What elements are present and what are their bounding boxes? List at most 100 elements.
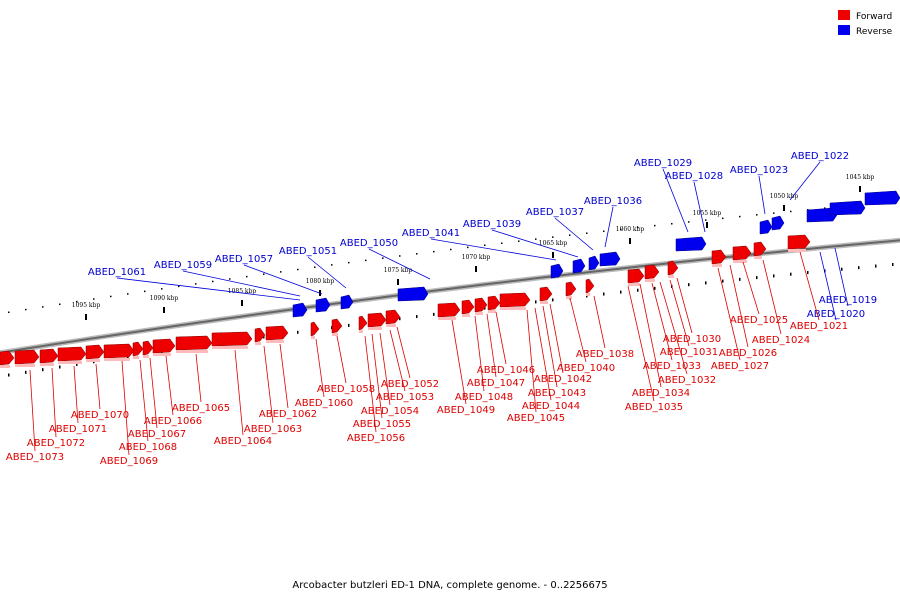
lower-tick — [756, 276, 758, 280]
forward-gene-label-abed_1025: ABED_1025 — [730, 315, 788, 326]
forward-gene-label-abed_1068: ABED_1068 — [119, 442, 177, 453]
gene-shadow — [104, 358, 130, 361]
scale-label: 1095 kbp — [72, 302, 101, 309]
reverse-leader-line — [604, 206, 614, 248]
minor-tick — [212, 280, 214, 283]
gene-shadow — [255, 342, 261, 345]
minor-tick — [518, 240, 520, 242]
minor-tick — [348, 261, 350, 264]
forward-gene-arrow — [57, 346, 87, 362]
lower-tick — [399, 317, 401, 321]
forward-gene-label-abed_1040: ABED_1040 — [557, 363, 615, 374]
forward-leader-line — [717, 267, 741, 361]
minor-tick — [195, 283, 197, 285]
reverse-leader-line — [243, 264, 323, 295]
minor-tick — [331, 264, 333, 266]
minor-tick — [790, 210, 792, 213]
gene-shadow — [733, 260, 747, 263]
forward-gene-label-abed_1024: ABED_1024 — [752, 335, 810, 346]
minor-tick — [280, 271, 282, 273]
major-tick — [783, 205, 785, 211]
forward-gene-label-abed_1045: ABED_1045 — [507, 413, 565, 424]
gene-shadow — [40, 363, 54, 366]
lower-tick — [637, 288, 639, 292]
minor-tick — [127, 293, 129, 295]
forward-leader-line — [762, 259, 782, 335]
forward-gene-label-abed_1052: ABED_1052 — [381, 379, 439, 390]
forward-leader-line — [593, 295, 606, 349]
forward-gene-label-abed_1055: ABED_1055 — [353, 419, 411, 430]
minor-tick — [25, 308, 27, 311]
forward-gene-arrow — [132, 341, 144, 357]
minor-tick — [365, 259, 367, 262]
reverse-leader-line — [182, 270, 301, 297]
minor-tick — [246, 275, 248, 278]
gene-shadow — [645, 279, 655, 282]
major-tick — [859, 186, 861, 192]
minor-tick — [144, 290, 146, 293]
gene-shadow — [438, 317, 456, 320]
reverse-gene-arrow — [397, 286, 429, 302]
forward-gene-arrow — [711, 249, 727, 265]
major-tick — [552, 252, 554, 258]
gene-shadow — [712, 264, 722, 267]
forward-gene-arrow — [565, 281, 577, 297]
reverse-gene-arrow — [675, 236, 707, 252]
forward-leader-line — [389, 329, 406, 392]
minor-tick — [688, 221, 690, 223]
forward-gene-arrow — [437, 302, 461, 318]
major-tick — [85, 314, 87, 320]
scale-label: 1060 kbp — [616, 226, 645, 233]
forward-gene-label-abed_1071: ABED_1071 — [49, 424, 107, 435]
forward-gene-arrow — [358, 315, 368, 331]
lower-tick — [76, 362, 78, 366]
minor-tick — [314, 266, 316, 268]
forward-gene-arrow — [753, 241, 767, 257]
gene-shadow — [754, 256, 762, 259]
reverse-gene-arrow — [864, 190, 900, 206]
forward-leader-line — [639, 283, 662, 388]
reverse-gene-label-abed_1029: ABED_1029 — [634, 158, 692, 169]
forward-gene-arrow — [39, 348, 59, 364]
lower-tick — [807, 271, 809, 275]
reverse-leader-line — [834, 247, 849, 307]
forward-leader-line — [95, 363, 101, 410]
forward-gene-arrow — [487, 295, 501, 311]
forward-gene-arrow — [0, 350, 15, 366]
forward-leader-line — [263, 345, 274, 424]
forward-leader-line — [371, 333, 383, 419]
reverse-gene-label-abed_1059: ABED_1059 — [154, 260, 212, 271]
minor-tick — [620, 228, 622, 231]
reverse-leader-line — [430, 238, 557, 261]
minor-tick — [501, 242, 503, 244]
lower-tick — [603, 292, 605, 296]
scale-label: 1080 kbp — [306, 278, 335, 285]
forward-gene-label-abed_1070: ABED_1070 — [71, 410, 129, 421]
lower-tick — [263, 335, 265, 339]
forward-leader-line — [651, 282, 673, 361]
gene-shadow — [153, 353, 171, 356]
gene-shadow — [176, 350, 208, 353]
forward-leader-line — [29, 369, 36, 452]
forward-leader-line — [73, 365, 79, 424]
lower-tick — [841, 267, 843, 271]
forward-gene-label-abed_1072: ABED_1072 — [27, 438, 85, 449]
minor-tick — [450, 248, 452, 251]
forward-leader-line — [549, 303, 564, 374]
gene-shadow — [462, 314, 470, 317]
forward-gene-arrow — [787, 234, 811, 250]
reverse-gene-arrow — [550, 263, 564, 279]
forward-leader-line — [396, 326, 411, 379]
minor-tick — [535, 238, 537, 240]
lower-tick — [433, 312, 435, 316]
forward-gene-arrow — [175, 335, 213, 351]
gene-shadow — [212, 346, 248, 349]
reverse-leader-line — [307, 256, 347, 289]
minor-tick — [229, 278, 231, 280]
gene-shadow — [58, 361, 82, 364]
forward-leader-line — [121, 360, 130, 456]
forward-gene-label-abed_1043: ABED_1043 — [528, 388, 586, 399]
gene-shadow — [359, 330, 363, 333]
figure-caption: Arcobacter butzleri ED-1 DNA, complete g… — [292, 580, 607, 591]
